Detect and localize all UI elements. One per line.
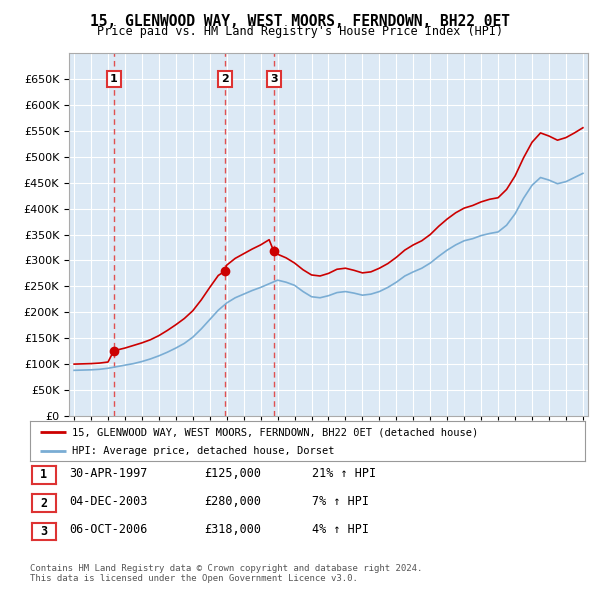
Text: £318,000: £318,000: [204, 523, 261, 536]
Text: £280,000: £280,000: [204, 495, 261, 508]
Text: This data is licensed under the Open Government Licence v3.0.: This data is licensed under the Open Gov…: [30, 574, 358, 583]
Text: 15, GLENWOOD WAY, WEST MOORS, FERNDOWN, BH22 0ET: 15, GLENWOOD WAY, WEST MOORS, FERNDOWN, …: [90, 14, 510, 28]
Text: 2: 2: [221, 74, 229, 84]
Text: Contains HM Land Registry data © Crown copyright and database right 2024.: Contains HM Land Registry data © Crown c…: [30, 565, 422, 573]
Text: 04-DEC-2003: 04-DEC-2003: [69, 495, 148, 508]
Text: 30-APR-1997: 30-APR-1997: [69, 467, 148, 480]
Text: 21% ↑ HPI: 21% ↑ HPI: [312, 467, 376, 480]
Text: £125,000: £125,000: [204, 467, 261, 480]
Text: 2: 2: [40, 497, 47, 510]
Text: 3: 3: [40, 525, 47, 538]
Text: 7% ↑ HPI: 7% ↑ HPI: [312, 495, 369, 508]
Text: 06-OCT-2006: 06-OCT-2006: [69, 523, 148, 536]
Text: 4% ↑ HPI: 4% ↑ HPI: [312, 523, 369, 536]
Text: 1: 1: [110, 74, 118, 84]
Text: 3: 3: [270, 74, 278, 84]
Text: Price paid vs. HM Land Registry's House Price Index (HPI): Price paid vs. HM Land Registry's House …: [97, 25, 503, 38]
Text: 15, GLENWOOD WAY, WEST MOORS, FERNDOWN, BH22 0ET (detached house): 15, GLENWOOD WAY, WEST MOORS, FERNDOWN, …: [71, 428, 478, 438]
Text: HPI: Average price, detached house, Dorset: HPI: Average price, detached house, Dors…: [71, 447, 334, 456]
Text: 1: 1: [40, 468, 47, 481]
